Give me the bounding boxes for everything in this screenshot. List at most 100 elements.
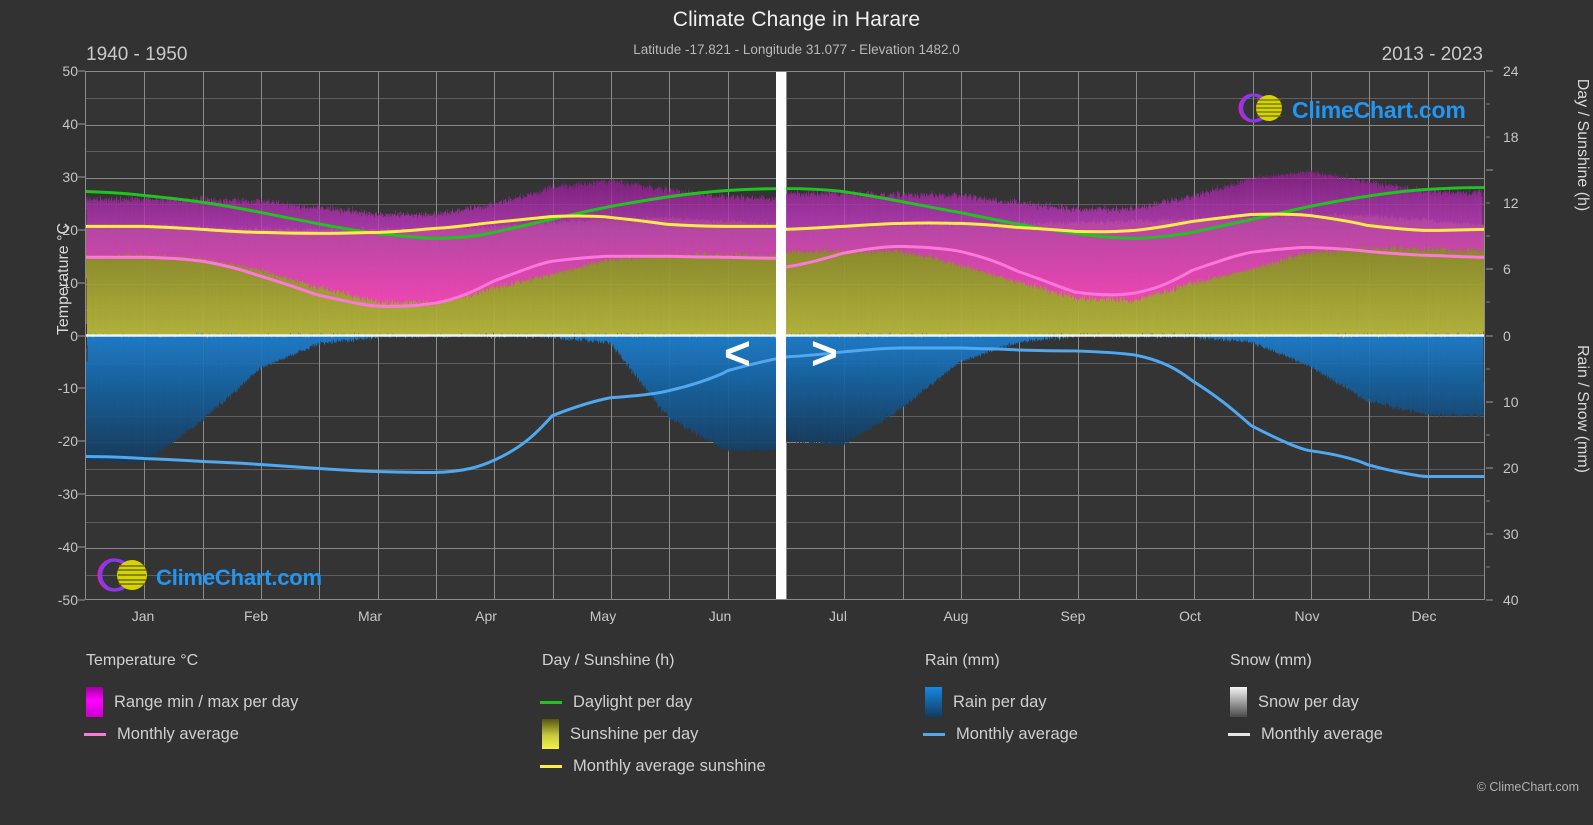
page-subtitle: Latitude -17.821 - Longitude 31.077 - El…: [633, 42, 960, 57]
legend-label: Monthly average: [956, 724, 1078, 743]
y-axis-left-tick: 0: [70, 327, 78, 344]
climechart-logo-bottom: ClimeChart.com: [96, 555, 322, 599]
legend-heading-snow: Snow (mm): [1230, 652, 1312, 669]
y-axis-left-tick: 50: [62, 63, 78, 79]
chart-data-layer: [86, 171, 1484, 478]
y-axis-left-tick: -50: [57, 592, 78, 608]
y-axis-right-tick-top: 18: [1503, 129, 1519, 146]
legend-group-temperature: Temperature °C Range min / max per day M…: [84, 652, 516, 750]
legend-item-temperature-range[interactable]: Range min / max per day: [86, 686, 516, 718]
legend-item-snow-average[interactable]: Monthly average: [1228, 718, 1530, 750]
period-label-left: 1940 - 1950: [86, 44, 188, 65]
y-axis-right-title-top: Day / Sunshine (h): [1574, 78, 1591, 212]
period-divider: [776, 72, 786, 599]
y-axis-right-title-bottom: Rain / Snow (mm): [1574, 344, 1591, 474]
legend-group-rain: Rain (mm) Rain per day Monthly average: [923, 652, 1215, 750]
x-axis-tick: May: [589, 608, 617, 624]
y-axis-left: 50 40 30 20 10 0 -10 -20 -30 -40 -50: [10, 63, 78, 608]
legend-item-rain-average[interactable]: Monthly average: [923, 718, 1215, 750]
sunshine-average-line-period-2: [784, 212, 1484, 234]
daylight-line-period-2: [784, 186, 1484, 240]
y-axis-right-tick-top: 24: [1503, 63, 1519, 79]
legend-item-sunshine-per-day[interactable]: Sunshine per day: [542, 718, 942, 750]
legend-label: Sunshine per day: [570, 724, 699, 743]
y-axis-right-tick-top: 12: [1503, 195, 1519, 212]
y-axis-right: 24 18 12 6 0 10 20 30 40: [1495, 63, 1555, 608]
x-axis-tick: Dec: [1411, 608, 1437, 624]
legend-label: Monthly average sunshine: [573, 756, 766, 775]
y-axis-left-tick: 30: [62, 168, 78, 185]
x-axis-tick: Jul: [829, 608, 847, 624]
rain-average-line-period-1: [86, 355, 786, 474]
legend-label: Monthly average: [1261, 724, 1383, 743]
legend-label: Range min / max per day: [114, 692, 299, 711]
legend-item-sunshine-average[interactable]: Monthly average sunshine: [540, 750, 942, 782]
legend-heading-rain: Rain (mm): [925, 652, 1000, 669]
legend-swatch-snow-average: [1228, 732, 1250, 736]
legend-group-sunshine: Day / Sunshine (h) Daylight per day Suns…: [540, 652, 942, 782]
legend-group-snow: Snow (mm) Snow per day Monthly average: [1228, 652, 1530, 750]
legend-label: Rain per day: [953, 692, 1047, 711]
legend-swatch-sunshine-average: [540, 764, 562, 768]
x-axis-tick: Aug: [943, 608, 969, 624]
chart-legend: Temperature °C Range min / max per day M…: [0, 652, 1593, 812]
y-axis-left-tick: -10: [57, 380, 78, 397]
y-axis-left-tick: -30: [57, 486, 78, 503]
legend-swatch-daylight: [540, 700, 562, 704]
temperature-range-band-period-2: [785, 171, 1484, 301]
legend-swatch-temperature-range: [86, 687, 103, 717]
climechart-logo-text: ClimeChart.com: [1292, 97, 1466, 123]
legend-item-rain-per-day[interactable]: Rain per day: [925, 686, 1215, 718]
y-axis-left-tick: 20: [62, 221, 78, 238]
rain-band-period-1: [86, 335, 785, 463]
y-axis-right-tick-bottom: 30: [1503, 525, 1519, 542]
temperature-average-line-period-1: [86, 254, 786, 308]
climechart-logo-icon: [1236, 90, 1288, 131]
rain-band-period-2: [785, 335, 1484, 446]
y-axis-right-tick-top: 0: [1503, 327, 1511, 344]
y-axis-right-tick-bottom: 40: [1503, 592, 1519, 608]
legend-swatch-rain: [925, 687, 942, 717]
temperature-average-line-period-2: [784, 244, 1484, 297]
y-axis-right-tick-bottom: 10: [1503, 393, 1519, 410]
legend-label: Snow per day: [1258, 692, 1359, 711]
legend-label: Daylight per day: [573, 692, 693, 711]
y-axis-right-tick-top: 6: [1503, 261, 1511, 278]
climechart-logo-top: ClimeChart.com: [1236, 90, 1466, 131]
x-axis-tick: Jan: [131, 608, 155, 624]
x-axis-tick: Oct: [1179, 608, 1201, 624]
y-axis-right-tick-bottom: 20: [1503, 459, 1519, 476]
legend-item-temperature-average[interactable]: Monthly average: [84, 718, 516, 750]
page-title: Climate Change in Harare: [672, 8, 921, 31]
y-axis-left-tick: 10: [62, 274, 78, 291]
y-axis-left-tickmarks: [0, 70, 85, 601]
next-period-button[interactable]: >: [811, 327, 838, 379]
period-label-right: 2013 - 2023: [1381, 44, 1483, 65]
x-axis-tick: Sep: [1060, 608, 1086, 624]
y-axis-left-tick: -40: [57, 539, 78, 556]
x-axis-tick: Jun: [708, 608, 732, 624]
legend-swatch-sunshine: [542, 719, 559, 749]
climechart-logo-text: ClimeChart.com: [156, 564, 322, 590]
y-axis-left-tick: -20: [57, 433, 78, 450]
legend-item-daylight[interactable]: Daylight per day: [540, 686, 942, 718]
sunshine-average-line-period-1: [86, 214, 785, 235]
legend-swatch-temperature-average: [84, 732, 106, 736]
x-axis-tick: Apr: [475, 608, 497, 624]
legend-label: Monthly average: [117, 724, 239, 743]
y-axis-left-tick: 40: [62, 115, 78, 132]
legend-heading-temperature: Temperature °C: [86, 652, 199, 669]
climate-chart-plot[interactable]: < >: [85, 71, 1485, 600]
legend-item-snow-per-day[interactable]: Snow per day: [1230, 686, 1530, 718]
x-axis-tick: Mar: [357, 608, 383, 624]
legend-swatch-rain-average: [923, 732, 945, 736]
legend-swatch-snow: [1230, 687, 1247, 717]
rain-average-line-period-2: [784, 346, 1484, 478]
daylight-line-period-1: [86, 187, 786, 240]
climechart-logo-icon: [96, 555, 152, 599]
x-axis-tick: Feb: [243, 608, 269, 624]
copyright-text: © ClimeChart.com: [1476, 780, 1579, 794]
legend-heading-sunshine: Day / Sunshine (h): [542, 652, 675, 669]
x-axis-tick: Nov: [1294, 608, 1320, 624]
previous-period-button[interactable]: <: [724, 327, 751, 379]
